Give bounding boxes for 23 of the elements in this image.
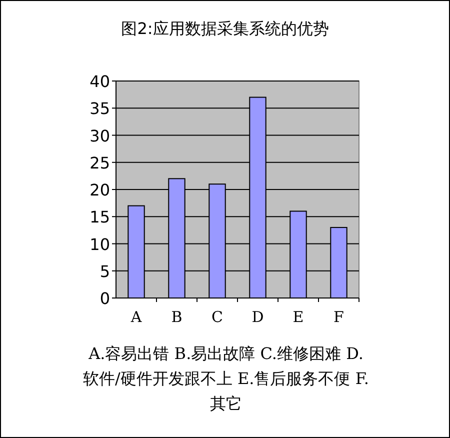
x-tick-label: A [130,308,142,326]
bar [330,226,348,298]
y-tick-label: 35 [90,99,110,118]
x-tick-label: F [334,308,344,326]
y-tick-label: 30 [90,126,110,146]
y-tick-label: 40 [90,72,110,91]
bar [290,210,307,298]
chart-title: 图2:应用数据采集系统的优势 [120,19,330,40]
y-tick-label: 20 [90,180,110,200]
bar [249,96,266,298]
bar [208,184,226,298]
x-tick-label: B [171,308,182,326]
y-tick-label: 0 [100,289,110,308]
x-tick-label: C [212,308,223,326]
y-tick-label: 5 [100,262,110,281]
bar [128,205,145,298]
x-tick-label: E [292,308,304,326]
y-tick-label: 10 [90,234,110,254]
text: A.容易出错 B.易出故障 C.维修困难 D.软件/硬件开发跟不上 E.售后服务不便 F.其它 [82,343,370,415]
bar [168,178,186,298]
y-tick-label: 15 [90,208,110,227]
x-tick-label: D [252,308,264,326]
y-tick-label: 25 [90,153,110,172]
